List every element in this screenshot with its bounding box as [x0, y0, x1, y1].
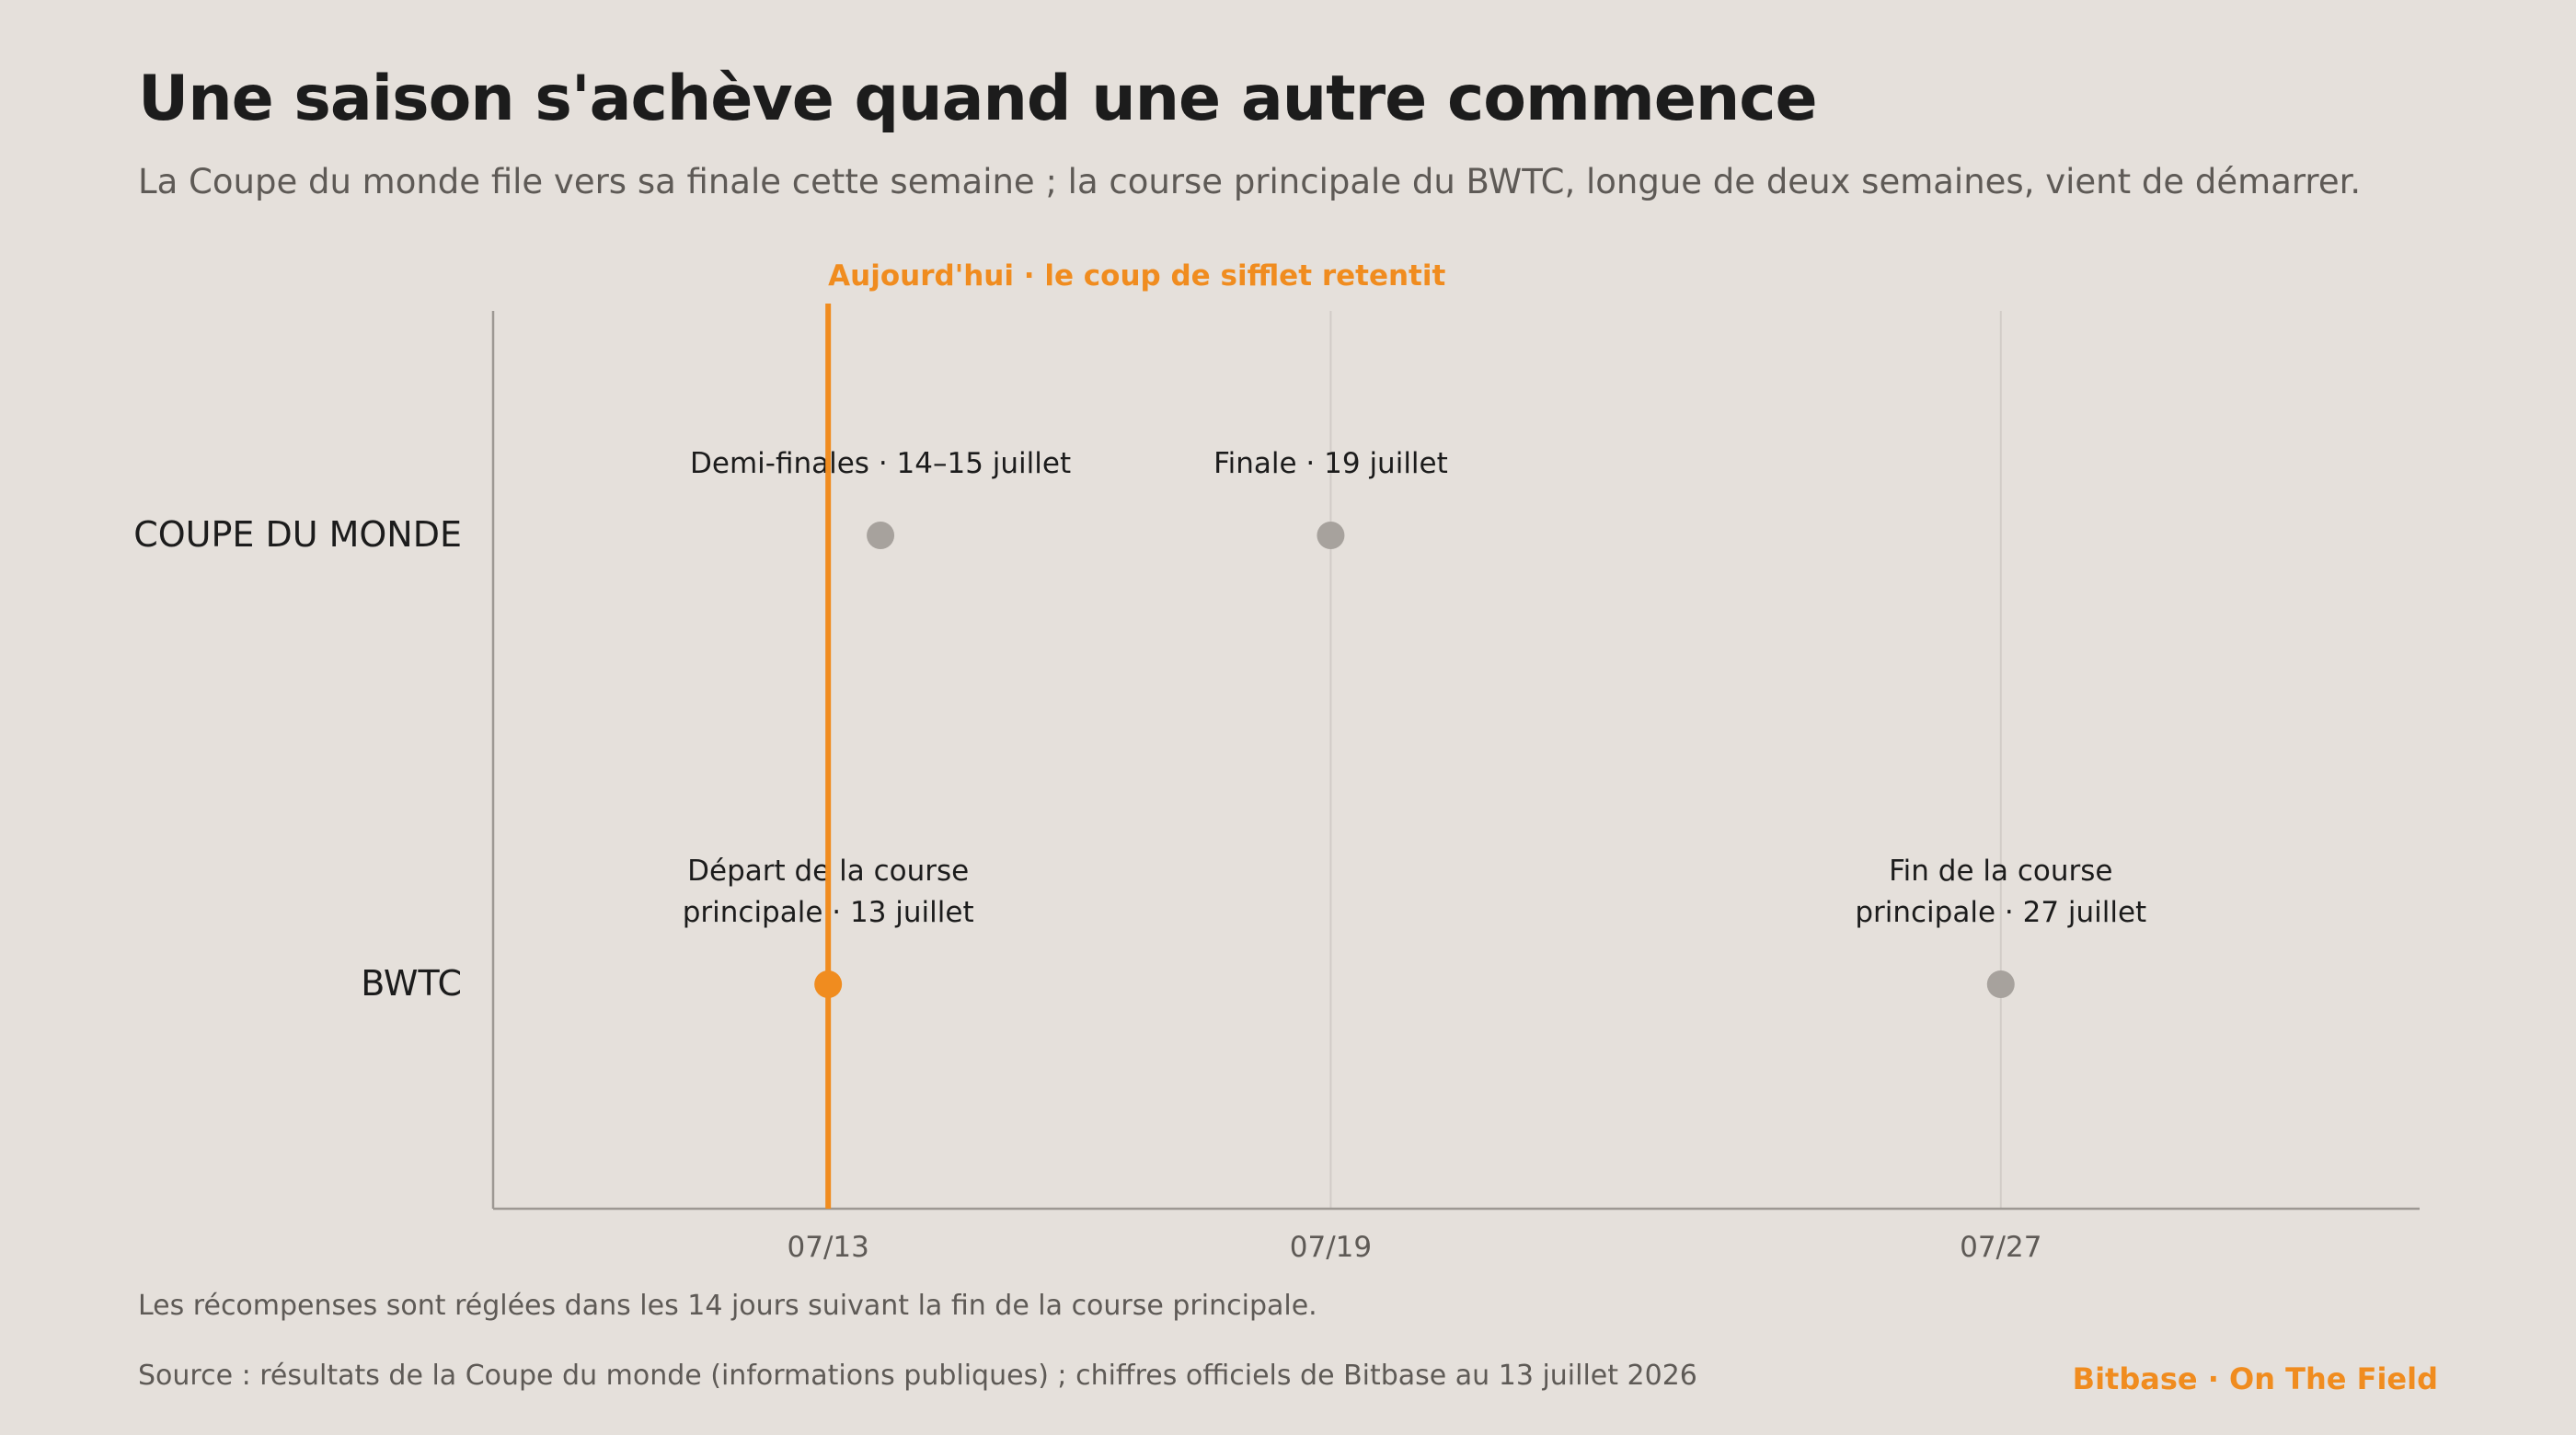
- event-marker: [814, 970, 843, 998]
- x-tick-label: 07/19: [1290, 1231, 1372, 1264]
- brand-logo-text: Bitbase · On The Field: [2072, 1361, 2438, 1396]
- event-label: Finale · 19 juillet: [1213, 447, 1448, 480]
- event-marker: [867, 522, 895, 549]
- x-tick-label: 07/13: [788, 1231, 869, 1264]
- chart-title: Une saison s'achève quand une autre comm…: [138, 63, 1818, 135]
- event-label: Fin de la course: [1889, 855, 2112, 888]
- x-tick-label: 07/27: [1960, 1231, 2041, 1264]
- chart-subtitle: La Coupe du monde file vers sa finale ce…: [138, 162, 2362, 201]
- source-note: Source : résultats de la Coupe du monde …: [138, 1360, 1697, 1392]
- category-label: COUPE DU MONDE: [133, 514, 462, 555]
- category-label: BWTC: [361, 963, 462, 1004]
- today-label: Aujourd'hui · le coup de sifflet retenti…: [828, 259, 1445, 293]
- event-label: Demi-finales · 14–15 juillet: [690, 447, 1071, 480]
- event-marker: [1986, 970, 2015, 998]
- event-label: principale · 27 juillet: [1855, 896, 2146, 929]
- event-marker: [1317, 522, 1345, 549]
- footnote: Les récompenses sont réglées dans les 14…: [138, 1290, 1317, 1322]
